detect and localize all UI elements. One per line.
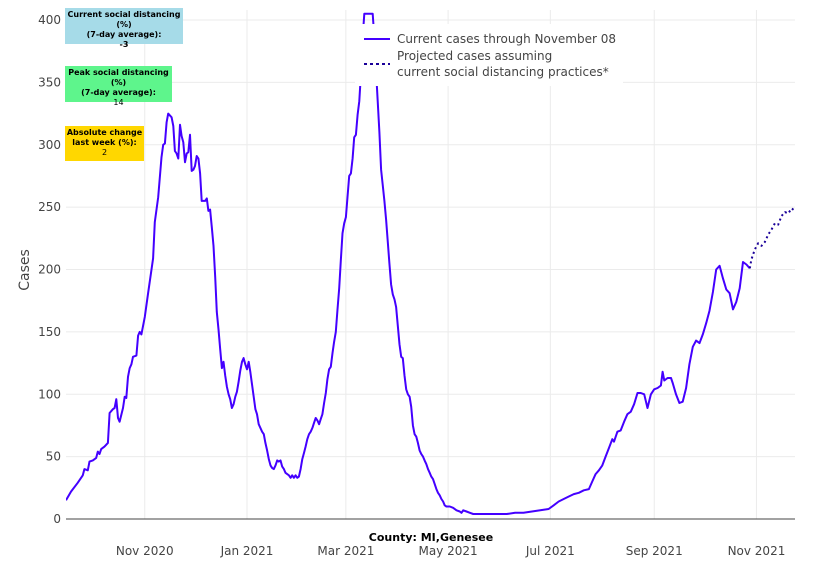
- x-axis: Nov 2020 Jan 2021 Mar 2021 May 2021 Jul 2021…: [116, 544, 785, 558]
- annotation-value: 2: [101, 148, 108, 157]
- y-tick-label: 400: [38, 13, 61, 27]
- annotation-title-line2: (7-day average):: [86, 30, 162, 39]
- x-tick-label: Jul 2021: [525, 544, 575, 558]
- annotation-title-line2: last week (%):: [72, 138, 137, 147]
- y-axis: 0 50 100 150 200 250 300 350 400: [38, 13, 61, 526]
- legend-item-projected[interactable]: Projected cases assuming current social …: [364, 49, 609, 79]
- y-tick-label: 350: [38, 75, 61, 89]
- y-tick-label: 100: [38, 387, 61, 401]
- x-tick-label: Jan 2021: [220, 544, 274, 558]
- legend-label-current: Current cases through November 08: [397, 32, 616, 46]
- annotation-title-line1: Current social distancing (%): [67, 10, 181, 29]
- current-cases-line: [66, 12, 751, 515]
- annotation-current-social-distancing: Current social distancing (%) (7-day ave…: [65, 8, 183, 49]
- y-tick-label: 300: [38, 138, 61, 152]
- annotation-title-line2: (7-day average):: [81, 88, 156, 97]
- grid-lines: [66, 10, 795, 519]
- legend-label-projected-line1: Projected cases assuming: [397, 49, 552, 63]
- x-tick-label: Sep 2021: [626, 544, 683, 558]
- y-tick-label: 250: [38, 200, 61, 214]
- x-tick-label: Mar 2021: [317, 544, 374, 558]
- y-tick-label: 150: [38, 325, 61, 339]
- annotation-peak-social-distancing: Peak social distancing (%) (7-day averag…: [65, 66, 172, 107]
- y-axis-title: Cases: [17, 249, 33, 291]
- x-tick-label: May 2021: [419, 544, 478, 558]
- annotation-value: -3: [119, 40, 129, 49]
- y-tick-label: 0: [53, 512, 61, 526]
- annotation-title-line1: Peak social distancing (%): [68, 68, 169, 87]
- legend: Current cases through November 08 Projec…: [355, 24, 623, 86]
- legend-item-current[interactable]: Current cases through November 08: [364, 32, 616, 46]
- legend-background: [355, 24, 623, 86]
- y-tick-label: 200: [38, 263, 61, 277]
- y-tick-label: 50: [46, 450, 61, 464]
- x-axis-title: County: MI,Genesee: [369, 531, 493, 544]
- annotation-absolute-change: Absolute change last week (%): 2: [65, 126, 144, 161]
- annotation-value: 14: [113, 98, 124, 107]
- x-tick-label: Nov 2020: [116, 544, 174, 558]
- x-tick-label: Nov 2021: [728, 544, 786, 558]
- annotation-title-line1: Absolute change: [66, 128, 143, 137]
- series-group: [66, 12, 795, 515]
- projected-cases-line: [748, 207, 795, 269]
- legend-label-projected-line2: current social distancing practices*: [397, 65, 609, 79]
